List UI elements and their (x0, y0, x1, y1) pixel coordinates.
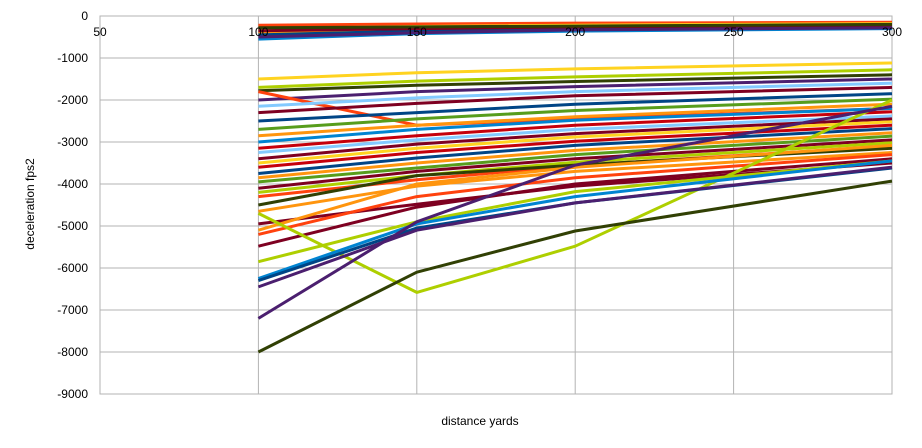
y-tick-label: 0 (81, 9, 88, 23)
series-line-37 (258, 159, 893, 264)
series-line-22 (258, 117, 893, 161)
series-line-19 (258, 106, 893, 144)
series-line-24 (258, 123, 893, 169)
series-line-23 (258, 120, 893, 165)
series-line-10 (258, 68, 893, 89)
series-line-36 (258, 157, 893, 248)
series-line-21 (258, 114, 893, 154)
series-line-32 (258, 151, 893, 213)
y-tick-label: -3000 (57, 135, 88, 149)
x-tick-label: 100 (248, 25, 268, 39)
series-line-39 (257, 159, 893, 280)
tick-labels: 0 -1000 -2000 -3000 -4000 -5000 -6000 -7000 -800… (57, 9, 902, 401)
series-line-41 (257, 165, 893, 289)
series-line-16 (258, 92, 893, 123)
series-line-43 (257, 179, 893, 354)
series-line-26 (258, 131, 893, 180)
series-line-35 (258, 153, 893, 236)
series-lines (257, 20, 893, 354)
series-line-1 (258, 20, 893, 27)
series-line-42 (257, 104, 893, 320)
series-line-7 (258, 22, 893, 30)
series-line-20 (258, 110, 893, 150)
y-tick-label: -7000 (57, 303, 88, 317)
y-tick-label: -8000 (57, 345, 88, 359)
series-line-17 (258, 97, 893, 131)
series-line-34 (257, 143, 893, 232)
x-tick-label: 150 (407, 25, 427, 39)
x-tick-label: 50 (93, 25, 107, 39)
y-tick-label: -9000 (57, 387, 88, 401)
series-line-9 (258, 61, 893, 81)
series-line-14 (258, 81, 893, 108)
series-line-15 (258, 85, 893, 115)
x-tick-label: 250 (724, 25, 744, 39)
series-line-12 (258, 77, 893, 102)
y-axis-title: deceleration fps2 (23, 158, 37, 250)
x-tick-label: 200 (565, 25, 585, 39)
series-line-27 (258, 134, 893, 184)
y-tick-label: -1000 (57, 51, 88, 65)
x-axis-title: distance yards (441, 414, 518, 428)
y-tick-label: -6000 (57, 261, 88, 275)
series-line-11 (258, 73, 893, 93)
y-tick-label: -5000 (57, 219, 88, 233)
y-tick-label: -2000 (57, 93, 88, 107)
series-line-28 (258, 138, 893, 190)
y-tick-label: -4000 (57, 177, 88, 191)
series-line-8 (258, 26, 893, 39)
x-tick-label: 300 (882, 25, 902, 39)
series-line-18 (258, 102, 893, 138)
